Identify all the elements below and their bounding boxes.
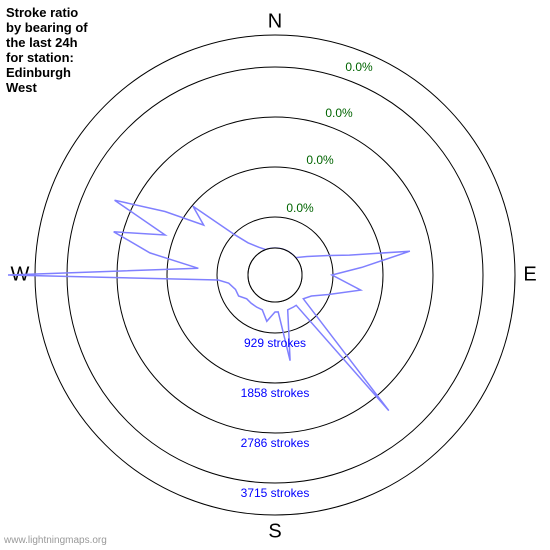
ratio-label: 0.0% [345,60,373,74]
credit-text: www.lightningmaps.org [4,535,107,546]
polar-chart: NESW0.0%0.0%0.0%0.0%929 strokes1858 stro… [0,0,550,550]
inner-hub [248,248,302,302]
ratio-label: 0.0% [306,153,334,167]
ratio-label: 0.0% [286,201,314,215]
cardinal-label: E [523,263,536,285]
cardinal-label: N [268,10,282,32]
ratio-label: 0.0% [325,106,353,120]
stroke-count-label: 2786 strokes [241,436,310,450]
stroke-count-label: 3715 strokes [241,486,310,500]
stroke-count-label: 929 strokes [244,336,306,350]
stroke-count-label: 1858 strokes [241,386,310,400]
cardinal-label: S [268,520,281,542]
rose-polygon [8,200,410,410]
